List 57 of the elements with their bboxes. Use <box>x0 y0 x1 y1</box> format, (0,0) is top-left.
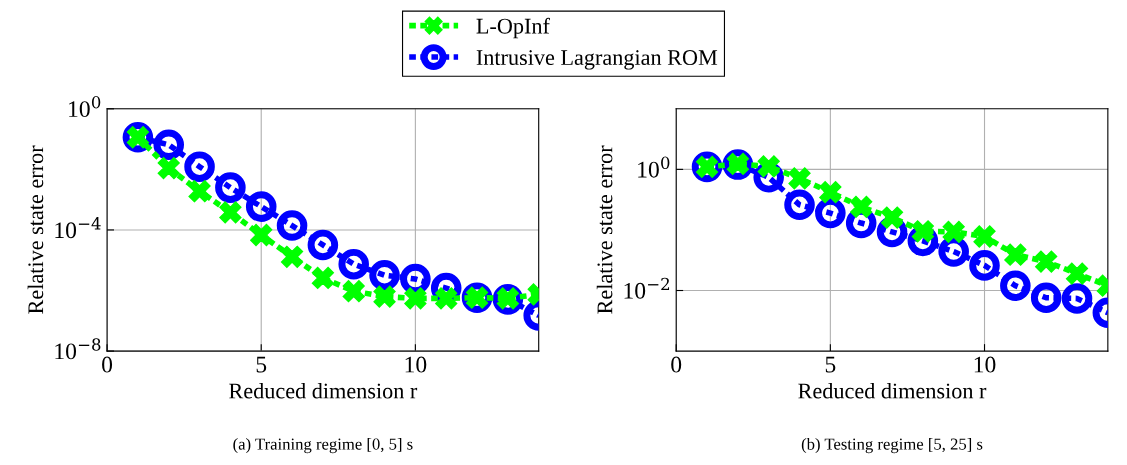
x-tick-label: 0 <box>102 356 113 373</box>
point <box>435 287 458 310</box>
point <box>188 180 211 203</box>
text: (a) Training regime [0, 5] s <box>233 437 413 454</box>
point <box>219 201 242 224</box>
x-tick-label: 0 <box>671 356 682 373</box>
point <box>938 236 969 267</box>
y-tick-label: 10$^{−4}$ <box>55 217 101 239</box>
y-axis-title: Relative state error <box>27 145 44 314</box>
x-tick-label: 10 <box>974 356 996 373</box>
y-tick-label: 10$^{−2}$ <box>624 277 670 299</box>
point <box>250 223 273 247</box>
point <box>1065 262 1089 285</box>
point <box>757 155 780 178</box>
point <box>215 172 246 203</box>
y-tick-label: 10$^{−8}$ <box>55 338 101 360</box>
text: (b) Testing regime [5, 25] s <box>801 437 983 454</box>
point <box>311 266 334 290</box>
point <box>815 197 846 229</box>
point <box>1000 270 1031 301</box>
point <box>1061 283 1093 314</box>
point <box>788 167 811 190</box>
point <box>342 280 365 303</box>
point <box>1035 250 1058 273</box>
point <box>157 157 180 180</box>
y-axis-title: Relative state error <box>596 145 613 314</box>
legend-label: Intrusive Lagrangian ROM <box>476 50 718 70</box>
point <box>280 245 304 268</box>
point <box>876 216 908 248</box>
x-tick-label: 5 <box>256 356 267 373</box>
point <box>880 206 904 229</box>
point <box>369 259 400 291</box>
point <box>969 250 1000 281</box>
point <box>245 191 277 222</box>
point <box>1030 282 1062 313</box>
point <box>404 287 427 310</box>
point <box>850 195 873 219</box>
point <box>153 129 184 161</box>
point <box>276 210 308 241</box>
point <box>942 220 965 243</box>
y-tick-label: 10$^{0}$ <box>69 95 101 118</box>
point <box>1004 243 1027 266</box>
point <box>973 225 996 248</box>
point <box>400 263 431 295</box>
point <box>307 229 339 261</box>
point <box>753 162 784 193</box>
legend-label: L-OpInf <box>476 17 550 39</box>
x-axis-title: Reduced dimension r <box>798 382 987 399</box>
point <box>184 151 215 182</box>
point <box>338 248 369 280</box>
x-tick-label: 5 <box>825 356 836 373</box>
y-tick-label: 10$^{0}$ <box>638 156 670 178</box>
point <box>819 181 842 204</box>
x-axis-title: Reduced dimension r <box>229 382 418 399</box>
point <box>784 189 815 221</box>
point <box>373 285 396 308</box>
x-tick-label: 10 <box>405 356 427 373</box>
